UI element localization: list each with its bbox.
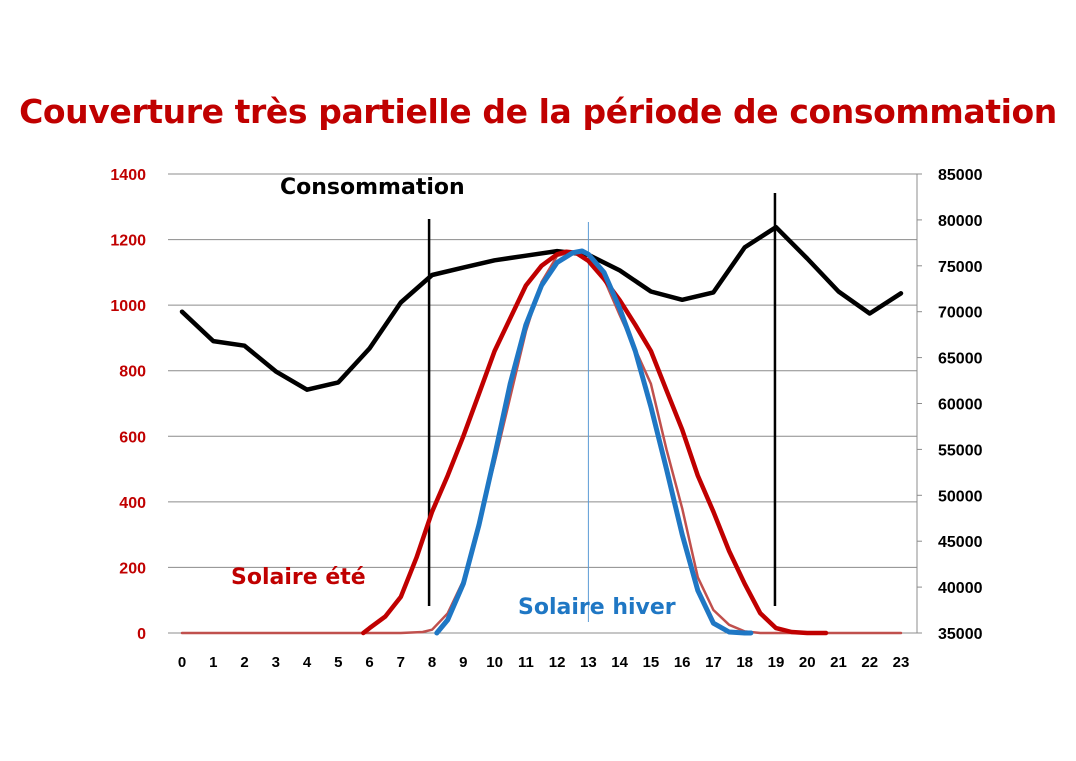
right-tick-label: 60000 xyxy=(938,397,983,414)
right-tick-label: 50000 xyxy=(938,488,983,505)
left-tick-label: 1000 xyxy=(110,298,146,315)
x-tick-label: 20 xyxy=(799,654,816,671)
x-tick-label: 19 xyxy=(768,654,785,671)
left-tick-label: 200 xyxy=(119,560,146,577)
x-tick-label: 16 xyxy=(674,654,691,671)
x-tick-label: 14 xyxy=(611,654,628,671)
annotation-label: Solaire hiver xyxy=(518,595,676,620)
x-tick-label: 12 xyxy=(549,654,566,671)
x-tick-label: 3 xyxy=(272,654,280,671)
x-tick-label: 5 xyxy=(334,654,342,671)
x-tick-label: 17 xyxy=(705,654,722,671)
annotation-label: Consommation xyxy=(280,175,465,200)
x-tick-label: 0 xyxy=(178,654,186,671)
chart-title: Couverture très partielle de la période … xyxy=(19,92,1057,131)
annotations: Consommation Solaire été Solaire hiver xyxy=(231,175,676,620)
x-tick-label: 11 xyxy=(518,654,534,671)
right-tick-label: 45000 xyxy=(938,534,983,551)
left-tick-label: 1400 xyxy=(110,167,146,184)
x-tick-label: 4 xyxy=(303,654,312,671)
right-tick-label: 40000 xyxy=(938,580,983,597)
right-tick-label: 35000 xyxy=(938,626,983,643)
series-group xyxy=(179,224,904,636)
right-tick-label: 85000 xyxy=(938,167,983,184)
left-axis: 0 200 400 600 800 1000 1200 1400 xyxy=(110,167,146,643)
left-tick-label: 600 xyxy=(119,429,146,446)
x-tick-label: 23 xyxy=(893,654,910,671)
left-tick-label: 1200 xyxy=(110,233,146,250)
right-tick-label: 55000 xyxy=(938,442,983,459)
left-tick-label: 800 xyxy=(119,364,146,381)
left-tick-label: 400 xyxy=(119,495,146,512)
annotation-label: Solaire été xyxy=(231,565,366,590)
x-tick-label: 15 xyxy=(643,654,660,671)
left-tick-label: 0 xyxy=(137,626,146,643)
x-tick-label: 13 xyxy=(580,654,597,671)
x-tick-label: 21 xyxy=(830,654,847,671)
x-tick-label: 10 xyxy=(486,654,503,671)
x-tick-label: 18 xyxy=(736,654,753,671)
right-tick-label: 75000 xyxy=(938,259,983,276)
x-tick-label: 7 xyxy=(397,654,405,671)
right-tick-label: 70000 xyxy=(938,305,983,322)
x-axis: 0 1 2 3 4 5 6 7 8 9 10 11 12 13 14 15 16 17 18 19 20 21 22 23 xyxy=(178,654,910,671)
right-tick-label: 80000 xyxy=(938,213,983,230)
x-tick-label: 6 xyxy=(365,654,373,671)
x-tick-label: 9 xyxy=(459,654,467,671)
x-tick-label: 2 xyxy=(240,654,248,671)
x-tick-label: 22 xyxy=(861,654,878,671)
vertical-markers xyxy=(427,193,777,622)
series-line-solaire-hiver xyxy=(434,248,754,636)
right-tick-label: 65000 xyxy=(938,351,983,368)
x-tick-label: 1 xyxy=(209,654,217,671)
series-line-consommation xyxy=(179,224,904,392)
series-line-solaire-t- xyxy=(361,249,829,636)
right-axis: 35000 40000 45000 50000 55000 60000 65000 70000… xyxy=(917,167,983,643)
x-tick-label: 8 xyxy=(428,654,436,671)
